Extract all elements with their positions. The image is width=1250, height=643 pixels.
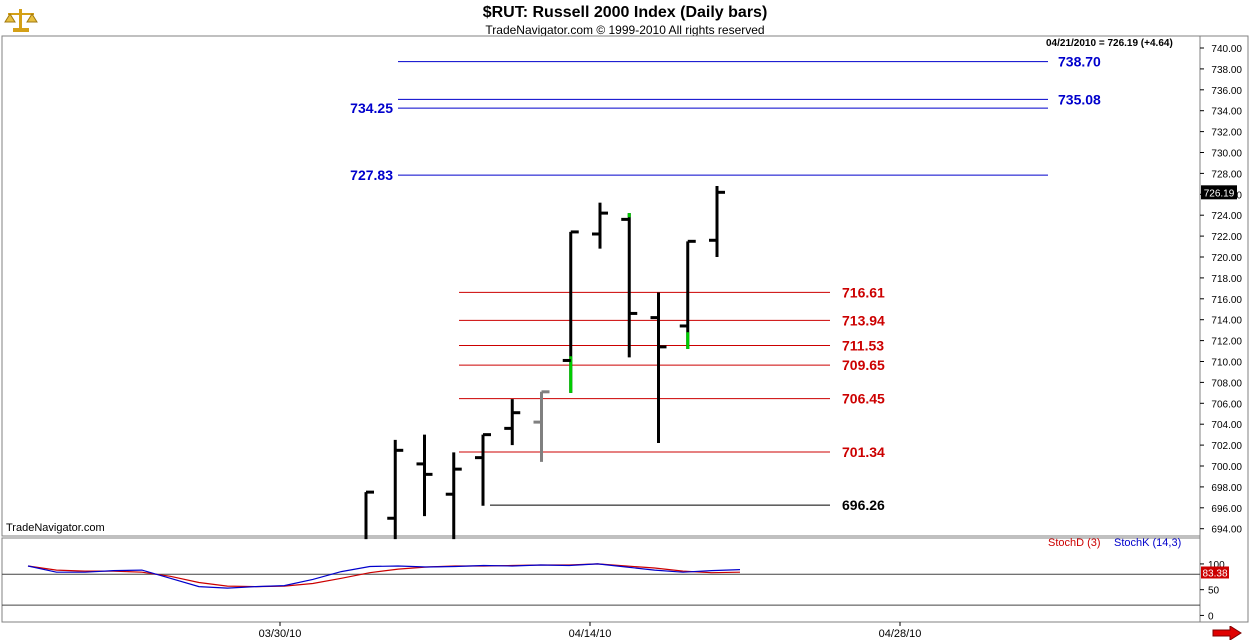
ohlc-bar: [504, 399, 521, 446]
x-tick-label: 04/28/10: [879, 628, 922, 640]
y-tick-label: 722.00: [1211, 232, 1242, 243]
ohlc-bar: [709, 185, 725, 257]
watermark-label: TradeNavigator.com: [6, 522, 105, 534]
stoch-y-tick-label: 50: [1208, 586, 1220, 597]
y-tick-label: 720.00: [1211, 253, 1242, 264]
y-tick-label: 696.00: [1211, 504, 1242, 515]
stoch-plot-frame: [1, 537, 1201, 623]
stoch-series-line: [27, 563, 741, 589]
last-price-label: 726.19: [1204, 188, 1235, 199]
ohlc-bar: [416, 434, 433, 517]
stoch-y-tick-label: 100: [1208, 560, 1225, 571]
level-label: 716.61: [842, 284, 885, 300]
y-tick-label: 734.00: [1211, 107, 1242, 118]
x-tick-label: 03/30/10: [259, 628, 302, 640]
ohlc-bar: [475, 433, 491, 506]
red-right-arrow-icon[interactable]: [1212, 626, 1242, 640]
ohlc-bar: [562, 230, 579, 393]
stochk-legend: StochK (14,3): [1114, 537, 1182, 549]
y-axis-frame: [1199, 35, 1249, 623]
ohlc-bar: [650, 292, 667, 444]
level-label: 738.70: [1058, 54, 1101, 70]
ohlc-bar: [679, 239, 696, 349]
stoch-y-tick-label: 0: [1208, 611, 1214, 622]
y-tick-label: 708.00: [1211, 378, 1242, 389]
y-tick-label: 702.00: [1211, 441, 1242, 452]
stochd-legend: StochD (3): [1048, 537, 1101, 549]
level-label: 734.25: [350, 100, 393, 116]
y-tick-label: 736.00: [1211, 86, 1242, 97]
y-tick-label: 710.00: [1211, 358, 1242, 369]
level-label: 706.45: [842, 391, 885, 407]
ohlc-bar: [621, 213, 638, 358]
level-label: 696.26: [842, 497, 885, 513]
ohlc-bar: [445, 452, 462, 540]
ohlc-bar: [533, 390, 550, 462]
y-tick-label: 704.00: [1211, 420, 1242, 431]
last-price-box: [1201, 185, 1237, 200]
last-quote-label: 04/21/2010 = 726.19 (+4.64): [1046, 38, 1173, 49]
ohlc-bar: [592, 202, 608, 249]
y-tick-label: 700.00: [1211, 462, 1242, 473]
level-label: 709.65: [842, 357, 885, 373]
y-tick-label: 716.00: [1211, 295, 1242, 306]
level-label: 713.94: [842, 312, 885, 328]
y-tick-label: 730.00: [1211, 149, 1242, 160]
x-tick-label: 04/14/10: [569, 628, 612, 640]
ohlc-bar: [387, 439, 404, 540]
scale-logo-icon: [4, 9, 38, 32]
y-tick-label: 724.00: [1211, 211, 1242, 222]
y-tick-label: 706.00: [1211, 399, 1242, 410]
level-label: 701.34: [842, 444, 885, 460]
level-label: 711.53: [842, 338, 884, 354]
y-tick-label: 732.00: [1211, 128, 1242, 139]
y-tick-label: 698.00: [1211, 483, 1242, 494]
y-tick-label: 712.00: [1211, 337, 1242, 348]
y-tick-label: 738.00: [1211, 65, 1242, 76]
chart-subtitle: TradeNavigator.com © 1999-2010 All right…: [485, 23, 765, 37]
stoch-series-line: [27, 563, 741, 588]
y-tick-label: 694.00: [1211, 525, 1242, 536]
y-tick-label: 740.00: [1211, 44, 1242, 55]
level-label: 727.83: [350, 167, 393, 183]
stoch-last-label: 83.38: [1202, 568, 1227, 579]
chart-title: $RUT: Russell 2000 Index (Daily bars): [482, 4, 768, 21]
stoch-last-box: [1201, 566, 1229, 579]
ohlc-bar: [364, 490, 374, 540]
level-label: 735.08: [1058, 91, 1101, 107]
price-plot-frame: [1, 35, 1201, 537]
y-tick-label: 714.00: [1211, 316, 1242, 327]
y-tick-label: 718.00: [1211, 274, 1242, 285]
y-tick-label: 728.00: [1211, 169, 1242, 180]
